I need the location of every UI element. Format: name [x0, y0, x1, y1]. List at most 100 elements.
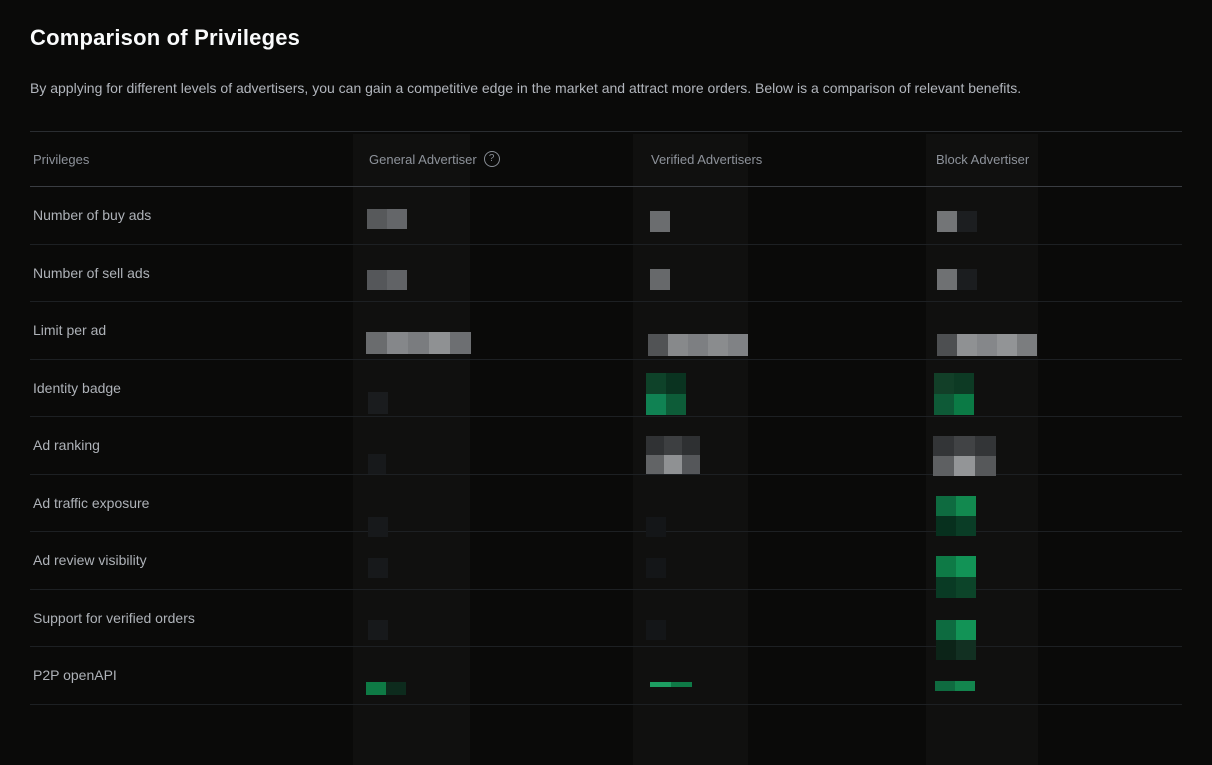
general-value-cell [366, 590, 648, 647]
censored-value-mosaic [366, 682, 406, 695]
censored-value-mosaic [366, 332, 471, 354]
table-row: Number of buy ads [30, 187, 1182, 245]
censored-value-mosaic [367, 269, 407, 290]
mosaic-block [650, 211, 670, 232]
mosaic-block [937, 268, 957, 290]
general-value-cell [366, 417, 648, 474]
mosaic-block [936, 577, 956, 598]
mosaic-block [682, 436, 700, 455]
mosaic-block [954, 456, 975, 476]
censored-value-mosaic [936, 495, 976, 536]
mosaic-block [956, 556, 976, 577]
mosaic-block [934, 393, 954, 415]
censored-value-mosaic [650, 211, 670, 232]
mosaic-block [936, 619, 956, 640]
mosaic-block [664, 455, 682, 474]
mosaic-block [933, 436, 954, 456]
mosaic-block [408, 332, 429, 354]
mosaic-block [933, 456, 954, 476]
mosaic-block [366, 682, 386, 695]
table-row: Ad review visibility [30, 532, 1182, 598]
censored-value-mosaic [936, 556, 976, 598]
censored-value-mosaic [937, 268, 977, 290]
help-icon[interactable]: ? [483, 151, 500, 167]
privilege-label: Ad ranking [33, 437, 100, 454]
mosaic-block [429, 332, 450, 354]
censored-value-mosaic [650, 268, 670, 290]
mosaic-block [450, 332, 471, 354]
mosaic-block [708, 334, 728, 356]
mosaic-block [975, 436, 996, 456]
mosaic-block [936, 495, 956, 516]
verified-value-cell [648, 302, 933, 359]
mosaic-block [664, 436, 682, 455]
page-title: Comparison of Privileges [30, 25, 301, 50]
mosaic-block [646, 393, 666, 415]
mosaic-block [934, 372, 954, 394]
general-value-cell [366, 647, 648, 704]
col-header-privileges: Privileges [33, 151, 90, 167]
block-value-cell [933, 245, 1182, 302]
mosaic-block [955, 681, 975, 691]
privilege-label: Number of sell ads [33, 264, 150, 281]
verified-value-cell [648, 647, 933, 704]
mosaic-block [368, 619, 388, 640]
table-row: Number of sell ads [30, 245, 1182, 302]
mosaic-block [648, 334, 668, 356]
mosaic-block [956, 515, 976, 536]
censored-value-mosaic [368, 516, 388, 537]
mosaic-block [666, 372, 686, 394]
verified-value-cell [646, 475, 933, 537]
mosaic-block [646, 558, 666, 578]
mosaic-block [650, 682, 671, 687]
privilege-label: Number of buy ads [33, 207, 152, 224]
mosaic-block [646, 372, 666, 394]
mosaic-block [386, 682, 406, 695]
mosaic-block [368, 391, 388, 414]
censored-value-mosaic [648, 334, 748, 356]
censored-value-mosaic [934, 372, 974, 415]
table-header-row: Privileges General Advertiser ? Verified… [30, 132, 1182, 187]
mosaic-block [957, 268, 977, 290]
mosaic-block [954, 393, 974, 415]
mosaic-block [937, 211, 957, 232]
mosaic-block [954, 372, 974, 394]
privileges-page: Comparison of Privileges By applying for… [30, 25, 1182, 705]
block-value-cell [933, 590, 1182, 660]
table-row: Limit per ad [30, 302, 1182, 360]
col-header-general-advertiser: General Advertiser ? [366, 151, 648, 167]
privilege-label: Identity badge [33, 379, 121, 396]
censored-value-mosaic [936, 619, 976, 660]
mosaic-block [935, 681, 955, 691]
general-value-cell [366, 245, 648, 302]
mosaic-block [954, 436, 975, 456]
verified-value-cell [648, 245, 933, 302]
censored-value-mosaic [646, 619, 666, 640]
mosaic-block [646, 455, 664, 474]
censored-value-mosaic [367, 209, 407, 229]
block-value-cell [933, 360, 1182, 417]
verified-value-cell [648, 187, 933, 244]
mosaic-block [997, 334, 1017, 356]
col-header-verified-advertisers: Verified Advertisers [651, 151, 763, 167]
mosaic-block [728, 334, 748, 356]
privilege-label: Ad traffic exposure [33, 494, 150, 511]
block-value-cell [933, 417, 1182, 476]
mosaic-block [957, 334, 977, 356]
page-subtitle: By applying for different levels of adve… [30, 80, 1022, 96]
block-value-cell [933, 187, 1182, 244]
verified-value-cell [646, 360, 933, 417]
censored-value-mosaic [646, 436, 700, 474]
censored-value-mosaic [368, 391, 388, 414]
mosaic-block [956, 619, 976, 640]
block-value-cell [933, 475, 1182, 536]
censored-value-mosaic [646, 558, 666, 578]
privilege-label: P2P openAPI [33, 667, 117, 684]
general-value-cell [366, 475, 648, 537]
table-row: P2P openAPI [30, 647, 1182, 705]
mosaic-block [956, 639, 976, 660]
verified-value-cell [646, 590, 933, 647]
mosaic-block [646, 516, 666, 537]
privilege-label: Ad review visibility [33, 552, 147, 569]
col-header-block-advertiser: Block Advertiser [936, 151, 1030, 167]
